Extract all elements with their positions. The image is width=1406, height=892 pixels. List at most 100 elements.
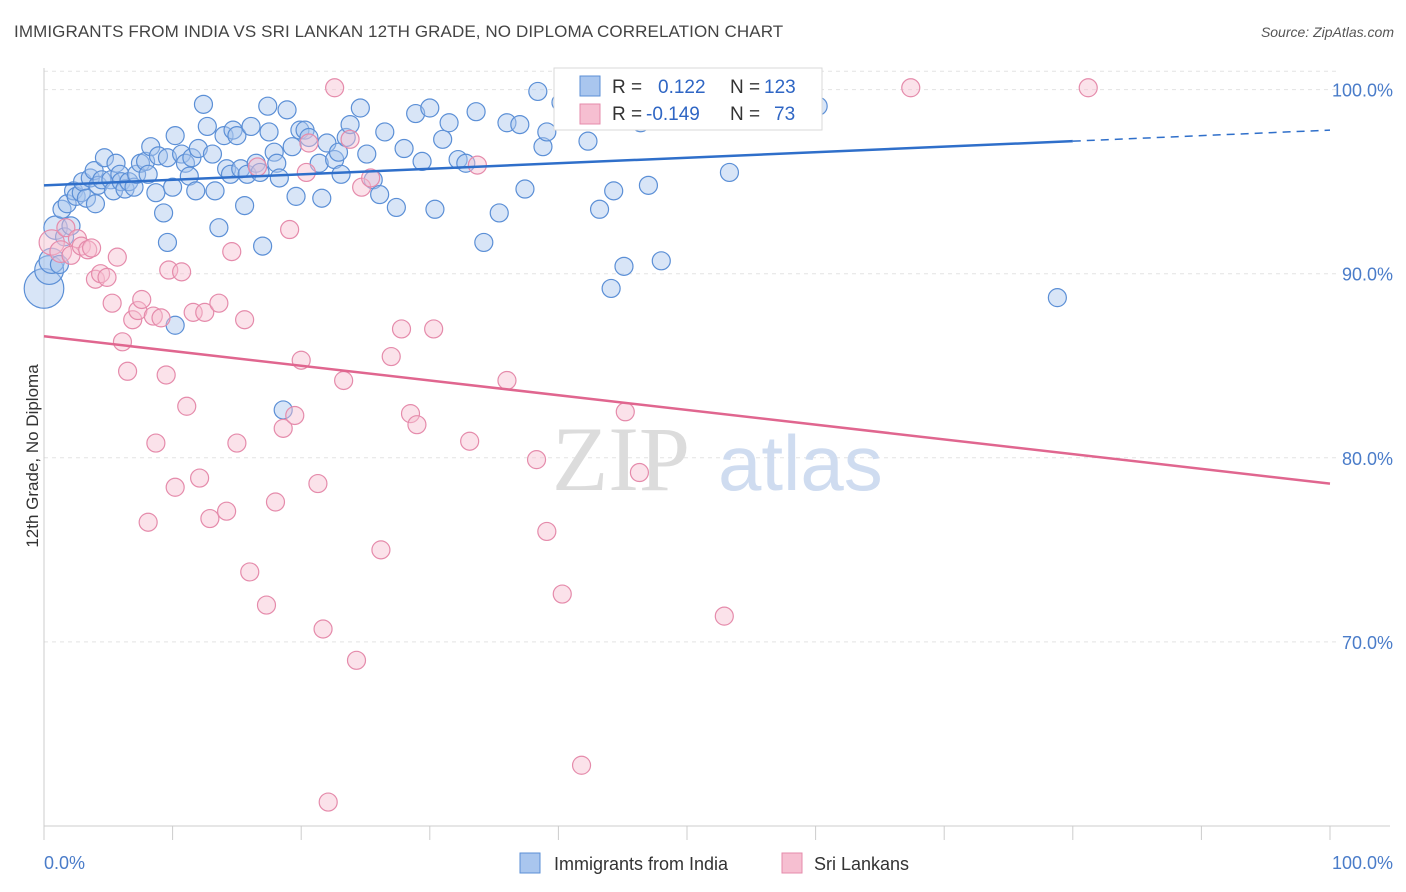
- srilanka-point: [334, 370, 354, 391]
- srilanka-point: [371, 540, 391, 560]
- srilanka-point: [227, 433, 247, 453]
- srilanka-point: [340, 129, 360, 149]
- india-point: [52, 199, 72, 219]
- srilanka-point: [400, 404, 421, 424]
- srilanka-point: [81, 238, 102, 258]
- srilanka-point: [901, 78, 921, 98]
- srilanka-point: [537, 521, 557, 542]
- india-point: [138, 164, 158, 184]
- bottom-legend: Immigrants from India Sri Lankans: [519, 852, 909, 874]
- bottom-legend-swatch-srilanka: [781, 852, 803, 874]
- y-tick-label: 70.0%: [1342, 633, 1393, 653]
- india-point: [331, 164, 351, 184]
- india-point: [474, 232, 494, 253]
- srilanka-point: [190, 468, 210, 488]
- srilanka-point: [112, 332, 133, 352]
- srilanka-point: [497, 370, 517, 391]
- india-point: [220, 164, 241, 184]
- india-point: [188, 138, 208, 159]
- india-point: [197, 116, 217, 137]
- srilanka-point: [177, 396, 197, 416]
- srilanka-point: [273, 418, 293, 438]
- srilanka-point: [217, 501, 237, 521]
- srilanka-point: [381, 346, 401, 367]
- chart-source: Source: ZipAtlas.com: [1260, 24, 1394, 40]
- srilanka-point: [407, 415, 427, 435]
- srilanka-point: [571, 755, 592, 775]
- india-point: [157, 148, 178, 168]
- legend-n-label-india: N =: [730, 77, 760, 98]
- srilanka-point: [165, 477, 185, 497]
- india-point: [425, 199, 445, 219]
- watermark-atlas: atlas: [718, 419, 883, 507]
- india-point: [193, 94, 214, 114]
- srilanka-point: [138, 512, 158, 532]
- srilanka-point: [280, 219, 300, 240]
- srilanka-point: [346, 650, 367, 670]
- legend-swatch-srilanka: [579, 103, 601, 125]
- india-point: [157, 232, 178, 253]
- srilanka-point: [222, 242, 242, 262]
- watermark: ZIP atlas: [552, 408, 883, 510]
- india-trend-extension: [1072, 129, 1331, 142]
- india-point: [186, 181, 206, 201]
- srilanka-point: [325, 78, 345, 98]
- series-india-points: [23, 81, 1067, 420]
- india-point: [267, 153, 287, 173]
- srilanka-point: [156, 365, 176, 385]
- srilanka-point: [183, 302, 203, 322]
- india-point: [253, 236, 273, 256]
- india-point: [406, 103, 426, 124]
- legend-n-value-india: 123: [764, 77, 796, 98]
- y-tick-label: 80.0%: [1342, 449, 1393, 469]
- india-point: [433, 129, 453, 149]
- india-point: [165, 126, 185, 146]
- india-point: [439, 113, 459, 133]
- srilanka-point: [151, 308, 171, 328]
- top-legend: R = 0.122 N = 123 R = -0.149 N = 73: [553, 67, 823, 131]
- srilanka-point: [56, 218, 76, 238]
- chart-title: IMMIGRANTS FROM INDIA VS SRI LANKAN 12TH…: [14, 22, 784, 41]
- india-point: [394, 138, 414, 159]
- legend-r-value-india: 0.122: [658, 77, 706, 98]
- srilanka-point: [146, 433, 166, 453]
- x-tick-label: 100.0%: [1332, 853, 1393, 873]
- srilanka-point: [38, 229, 65, 256]
- india-point: [350, 98, 370, 118]
- srilanka-point: [123, 310, 143, 330]
- india-point: [282, 137, 302, 157]
- srilanka-point: [97, 267, 117, 287]
- india-point: [510, 114, 530, 135]
- india-point: [489, 203, 509, 223]
- india-point: [23, 268, 65, 309]
- srilanka-point: [143, 306, 163, 326]
- india-point: [412, 151, 432, 172]
- srilanka-point: [467, 155, 487, 175]
- bottom-legend-swatch-india: [519, 852, 541, 874]
- legend-swatch-india: [579, 75, 601, 97]
- srilanka-point: [313, 619, 333, 639]
- srilanka-point: [318, 792, 338, 812]
- srilanka-point: [172, 262, 192, 282]
- srilanka-point: [102, 293, 122, 313]
- india-point: [357, 144, 377, 164]
- srilanka-point: [200, 508, 220, 529]
- srilanka-point: [235, 310, 255, 330]
- india-point: [259, 122, 279, 142]
- india-point: [76, 188, 97, 208]
- india-point: [537, 122, 557, 142]
- srilanka-point: [424, 319, 444, 339]
- india-point: [277, 100, 297, 120]
- srilanka-point: [285, 405, 305, 426]
- srilanka-point: [299, 133, 319, 153]
- india-point: [146, 183, 166, 203]
- india-point: [299, 127, 319, 148]
- india-point: [241, 116, 261, 137]
- y-tick-label: 100.0%: [1332, 81, 1393, 101]
- india-point: [153, 203, 174, 223]
- legend-n-label-srilanka: N =: [730, 104, 760, 125]
- srilanka-point: [361, 168, 381, 188]
- india-point: [578, 131, 598, 151]
- srilanka-point: [629, 462, 650, 483]
